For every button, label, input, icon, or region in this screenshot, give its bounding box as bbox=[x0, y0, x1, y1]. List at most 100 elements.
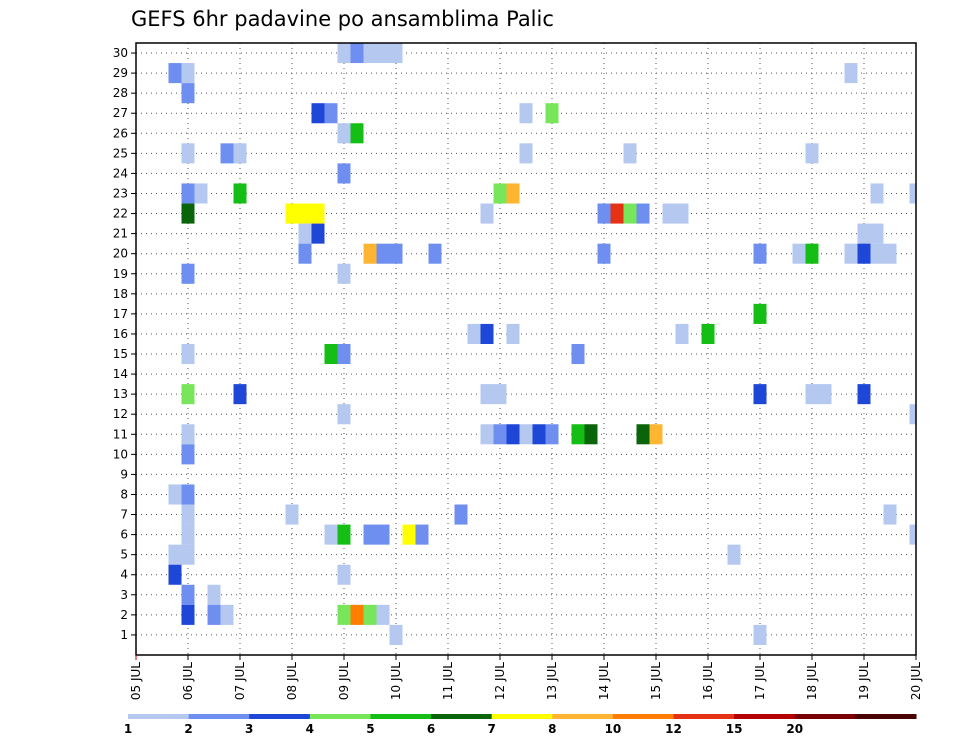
y-tick-label: 2 bbox=[120, 608, 128, 622]
precip-cell bbox=[285, 504, 299, 525]
y-tick-label: 8 bbox=[120, 487, 128, 501]
precip-cell bbox=[337, 524, 351, 545]
legend-swatch bbox=[309, 714, 371, 719]
precip-cell bbox=[298, 243, 312, 264]
x-tick-label: 16 JUL bbox=[701, 662, 715, 700]
precip-cell bbox=[181, 604, 195, 625]
precip-cell bbox=[376, 604, 390, 625]
precip-cell bbox=[363, 243, 377, 264]
precip-cell bbox=[506, 183, 520, 204]
y-tick-label: 20 bbox=[113, 247, 128, 261]
precip-cell bbox=[610, 203, 624, 224]
precip-cell bbox=[181, 444, 195, 465]
precip-cell bbox=[805, 243, 819, 264]
precip-cell bbox=[519, 103, 533, 124]
precip-cell bbox=[844, 243, 858, 264]
y-tick-label: 26 bbox=[113, 126, 128, 140]
precip-cell bbox=[207, 584, 221, 605]
y-axis-ticks: 1234567891011121314151617181920212223242… bbox=[113, 46, 136, 642]
y-tick-label: 6 bbox=[120, 528, 128, 542]
legend-swatch bbox=[431, 714, 493, 719]
legend-label: 7 bbox=[488, 722, 496, 736]
legend-swatch bbox=[188, 714, 250, 719]
y-tick-label: 22 bbox=[113, 207, 128, 221]
y-tick-label: 19 bbox=[113, 267, 128, 281]
y-tick-label: 7 bbox=[120, 508, 128, 522]
legend-swatch bbox=[249, 714, 311, 719]
y-tick-label: 9 bbox=[120, 467, 128, 481]
precip-cell bbox=[493, 424, 507, 445]
x-tick-label: 18 JUL bbox=[805, 662, 819, 700]
precip-cell bbox=[675, 203, 689, 224]
y-tick-label: 30 bbox=[113, 46, 128, 60]
x-tick-label: 13 JUL bbox=[545, 662, 559, 700]
y-tick-label: 15 bbox=[113, 347, 128, 361]
precip-cell bbox=[571, 424, 585, 445]
precip-cell bbox=[207, 604, 221, 625]
x-tick-label: 17 JUL bbox=[753, 662, 767, 700]
precip-cell bbox=[545, 103, 559, 124]
precip-cell bbox=[844, 63, 858, 84]
y-tick-label: 21 bbox=[113, 227, 128, 241]
precip-cell bbox=[480, 323, 494, 344]
legend-swatch bbox=[370, 714, 432, 719]
precip-cell bbox=[857, 243, 871, 264]
precip-cell bbox=[792, 243, 806, 264]
precip-cell bbox=[168, 484, 182, 505]
x-tick-label: 08 JUL bbox=[285, 662, 299, 700]
precip-cell bbox=[181, 484, 195, 505]
y-tick-label: 18 bbox=[113, 287, 128, 301]
legend-swatch bbox=[491, 714, 553, 719]
legend-swatch bbox=[612, 714, 675, 719]
precip-cell bbox=[493, 384, 507, 405]
precip-cell bbox=[727, 544, 741, 565]
precip-cell bbox=[168, 564, 182, 585]
precip-cell bbox=[662, 203, 676, 224]
y-tick-label: 11 bbox=[113, 427, 128, 441]
legend-label: 5 bbox=[366, 722, 374, 736]
precip-cell bbox=[389, 43, 403, 64]
precip-cell bbox=[376, 524, 390, 545]
legend-label: 3 bbox=[245, 722, 253, 736]
plot-area-frame bbox=[135, 42, 917, 656]
precip-cell bbox=[909, 183, 916, 204]
legend-swatch bbox=[855, 714, 917, 719]
precip-cell bbox=[519, 424, 533, 445]
precip-cell bbox=[181, 544, 195, 565]
precip-cell bbox=[857, 223, 871, 244]
legend-label: 2 bbox=[184, 722, 192, 736]
y-tick-label: 16 bbox=[113, 327, 128, 341]
precip-cell bbox=[350, 123, 364, 144]
precip-cell bbox=[506, 424, 520, 445]
precip-cell bbox=[168, 544, 182, 565]
precip-cell bbox=[181, 504, 195, 525]
precip-cell bbox=[233, 143, 247, 164]
precipitation-cells bbox=[168, 43, 916, 645]
precip-cell bbox=[909, 524, 916, 545]
legend-label: 6 bbox=[427, 722, 435, 736]
y-tick-label: 3 bbox=[120, 588, 128, 602]
x-tick-label: 07 JUL bbox=[233, 662, 247, 700]
y-tick-label: 4 bbox=[120, 568, 128, 582]
precip-cell bbox=[181, 183, 195, 204]
legend-swatch bbox=[794, 714, 856, 719]
color-legend: 1 2 3 4 5 6 7 8 10 12 15 20 bbox=[124, 714, 917, 736]
precip-cell bbox=[415, 524, 429, 545]
legend-label: 4 bbox=[306, 722, 314, 736]
precip-cell bbox=[363, 43, 377, 64]
precip-cell bbox=[376, 243, 390, 264]
precip-cell bbox=[181, 63, 195, 84]
precip-cell bbox=[857, 384, 871, 405]
precip-cell bbox=[181, 343, 195, 365]
precip-cell bbox=[883, 504, 897, 525]
precip-cell bbox=[363, 604, 377, 625]
precip-cell bbox=[389, 624, 403, 645]
y-tick-label: 1 bbox=[120, 628, 128, 642]
legend-label: 10 bbox=[605, 722, 622, 736]
legend-label: 1 bbox=[124, 722, 132, 736]
x-tick-label: 15 JUL bbox=[649, 662, 663, 700]
y-tick-label: 5 bbox=[120, 548, 128, 562]
y-tick-label: 24 bbox=[113, 166, 128, 180]
y-tick-label: 17 bbox=[113, 307, 128, 321]
